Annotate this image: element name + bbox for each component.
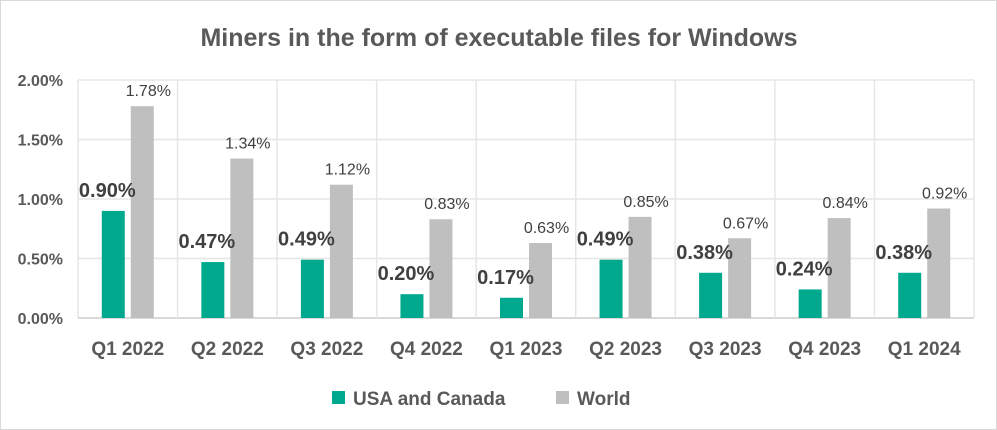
legend: USA and Canada World [332,389,630,410]
bar-usa-canada [898,272,922,318]
data-label-world: 0.83% [424,196,469,213]
bar-usa-canada [101,210,125,318]
x-tick-label: Q3 2023 [689,339,762,360]
bar-world [130,106,154,319]
data-labels: 0.90% 1.78% 0.47% 1.34% 0.49% 1.12% 0.20% 0.83%… [79,83,967,289]
x-tick-label: Q4 2022 [390,339,463,360]
data-label-world: 1.78% [126,83,171,100]
bar-world [429,219,453,318]
bar-usa-canada [400,294,424,318]
bar-usa-canada [500,297,523,318]
bar-world [529,243,552,318]
data-label-world: 0.63% [524,220,569,237]
gridlines [77,79,975,319]
data-label-world: 0.85% [623,194,668,211]
bar-world [728,238,752,318]
legend-swatch-world [556,391,569,404]
data-label-usa-canada: 0.38% [676,242,733,264]
x-tick-label: Q3 2022 [290,339,363,360]
bar-world [927,208,951,318]
data-label-usa-canada: 0.49% [278,229,335,251]
x-tick-label: Q1 2024 [888,339,961,360]
x-tick-label: Q4 2023 [788,339,861,360]
bars [101,106,951,319]
y-tick-label: 1.00% [18,192,63,209]
x-tick-label: Q1 2023 [490,339,563,360]
legend-label: USA and Canada [353,389,506,410]
data-label-usa-canada: 0.17% [477,267,534,289]
y-tick-label: 0.00% [18,311,63,328]
data-label-world: 0.67% [723,215,768,232]
x-axis: Q1 2022 Q2 2022 Q3 2022 Q4 2022 Q1 2023 Q2 20… [91,339,961,360]
bar-world [827,218,851,318]
data-label-usa-canada: 0.20% [378,263,435,285]
bar-usa-canada [599,259,623,318]
data-label-usa-canada: 0.38% [875,242,932,264]
data-label-usa-canada: 0.49% [577,229,634,251]
bar-world [329,184,353,318]
legend-label: World [577,389,630,410]
data-label-usa-canada: 0.47% [178,231,235,253]
bar-usa-canada [300,259,324,318]
data-label-usa-canada: 0.90% [79,180,136,202]
data-label-world: 0.84% [822,195,867,212]
x-tick-label: Q1 2022 [91,339,164,360]
bar-usa-canada [699,272,723,318]
bar-world [230,158,254,318]
y-axis: 0.00% 0.50% 1.00% 1.50% 2.00% [18,73,63,328]
bar-world [628,216,652,318]
data-label-usa-canada: 0.24% [776,258,833,280]
bar-usa-canada [201,262,225,318]
x-tick-label: Q2 2023 [589,339,662,360]
y-tick-label: 1.50% [18,133,63,150]
data-label-world: 1.12% [325,162,370,179]
y-tick-label: 2.00% [18,73,63,90]
y-tick-label: 0.50% [18,252,63,269]
x-tick-label: Q2 2022 [191,339,264,360]
data-label-world: 0.92% [922,186,967,203]
data-label-world: 1.34% [225,136,270,153]
legend-swatch-usa-canada [332,391,345,404]
bar-usa-canada [798,289,822,318]
chart-title: Miners in the form of executable files f… [200,24,797,52]
